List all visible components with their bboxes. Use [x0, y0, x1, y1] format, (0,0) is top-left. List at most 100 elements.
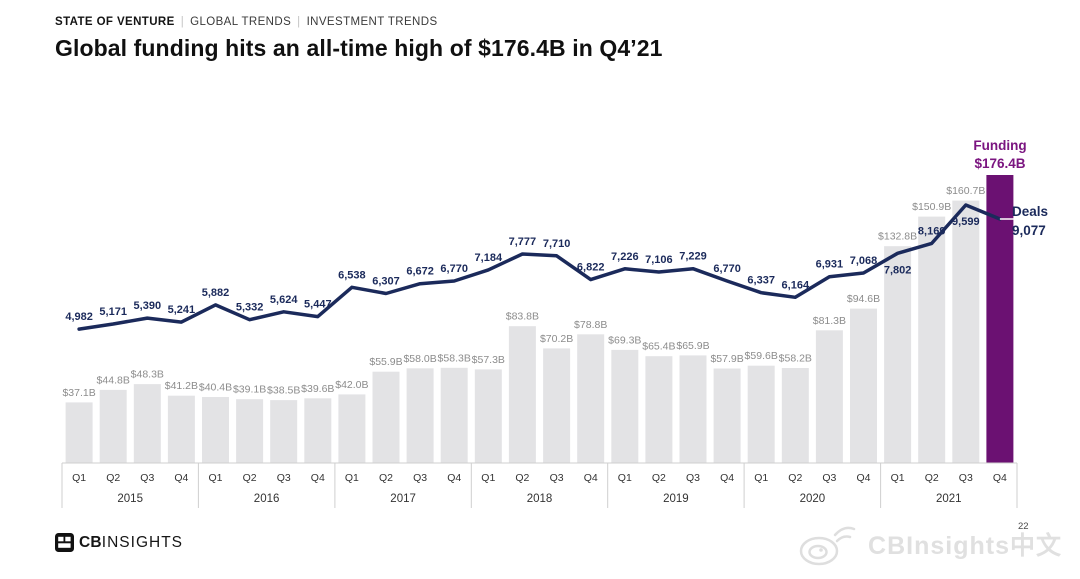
watermark: CBInsights中文: [794, 520, 1062, 568]
deals-point-label: 5,447: [304, 299, 332, 311]
deals-point-label: 5,390: [134, 300, 162, 312]
funding-bar: [577, 334, 605, 463]
deals-point-label: 6,770: [713, 263, 741, 275]
funding-bar: [713, 368, 741, 463]
funding-bar-label: $58.2B: [779, 353, 812, 365]
funding-bar: [747, 365, 775, 463]
funding-bar-label: $40.4B: [199, 382, 232, 394]
deals-callout-title: Deals: [1012, 204, 1049, 219]
deals-point-label: 7,106: [645, 254, 673, 266]
quarter-tick-label: Q2: [515, 472, 529, 484]
deals-point-label: 7,777: [509, 236, 537, 248]
deals-point-label: 6,337: [747, 275, 775, 287]
cbinsights-logo: CBINSIGHTS: [55, 533, 183, 552]
year-tick-label: 2018: [527, 493, 553, 505]
deals-point-label: 8,169: [918, 225, 946, 237]
deals-point-label: 7,802: [884, 264, 912, 276]
deals-point-label: 7,068: [850, 255, 878, 267]
quarter-tick-label: Q4: [856, 472, 870, 484]
quarter-tick-label: Q3: [822, 472, 836, 484]
funding-bar: [372, 371, 400, 463]
quarter-tick-label: Q3: [959, 472, 973, 484]
deals-point-label: 7,226: [611, 251, 639, 263]
quarter-tick-label: Q2: [106, 472, 120, 484]
funding-bar-label: $55.9B: [369, 356, 402, 368]
quarter-tick-label: Q1: [618, 472, 632, 484]
quarter-tick-label: Q2: [379, 472, 393, 484]
deals-point-label: 7,229: [679, 251, 707, 263]
funding-bar-label: $42.0B: [335, 379, 368, 391]
deals-point-label: 6,931: [816, 259, 844, 271]
deals-point-label: 6,164: [782, 279, 810, 291]
funding-bar-label: $150.9B: [912, 201, 951, 213]
quarter-tick-label: Q1: [481, 472, 495, 484]
deals-point-label: 5,332: [236, 302, 264, 314]
funding-bar: [202, 397, 229, 463]
breadcrumb-item-investment-trends: INVESTMENT TRENDS: [306, 16, 438, 28]
quarter-tick-label: Q4: [993, 472, 1007, 484]
watermark-text: CBInsights中文: [868, 532, 1062, 560]
quarter-tick-label: Q1: [891, 472, 905, 484]
cbinsights-logo-text: CBINSIGHTS: [79, 534, 183, 552]
quarter-tick-label: Q4: [174, 472, 188, 484]
funding-bar-label: $69.3B: [608, 334, 641, 346]
funding-bar: [167, 395, 195, 463]
year-tick-label: 2016: [254, 493, 280, 505]
deals-callout: Deals 9,077: [1012, 202, 1048, 240]
funding-callout-value: $176.4B: [974, 156, 1026, 171]
funding-bar: [543, 348, 571, 463]
weibo-icon: [799, 526, 856, 566]
breadcrumb-separator: |: [180, 16, 185, 28]
funding-bar-label: $81.3B: [813, 315, 846, 327]
funding-bar: [440, 367, 468, 463]
breadcrumb-section: STATE OF VENTURE: [55, 16, 175, 28]
funding-bar: [304, 398, 332, 463]
quarter-tick-label: Q1: [345, 472, 359, 484]
funding-bar: [645, 356, 673, 463]
page-title: Global funding hits an all-time high of …: [55, 35, 663, 61]
quarter-tick-label: Q3: [550, 472, 564, 484]
header: STATE OF VENTURE | GLOBAL TRENDS | INVESTMEN…: [55, 16, 663, 62]
funding-bar-label: $41.2B: [165, 380, 198, 392]
deals-point-label: 5,624: [270, 294, 298, 306]
funding-bar-label: $57.3B: [472, 354, 505, 366]
deals-point-label: 6,822: [577, 262, 605, 274]
deals-point-label: 5,882: [202, 287, 230, 299]
funding-bar-label: $78.8B: [574, 319, 607, 331]
funding-callout: Funding $176.4B: [953, 137, 1047, 173]
year-tick-label: 2015: [117, 493, 143, 505]
funding-bar: [884, 246, 912, 463]
funding-bar-label: $48.3B: [131, 369, 164, 381]
funding-bar-label: $70.2B: [540, 333, 573, 345]
quarter-tick-label: Q4: [584, 472, 598, 484]
deals-point-label: 6,307: [372, 276, 400, 288]
deals-point-label: 6,770: [440, 263, 468, 275]
quarter-tick-label: Q3: [413, 472, 427, 484]
funding-bar: [236, 399, 264, 463]
funding-bar-label: $44.8B: [97, 374, 130, 386]
breadcrumb-separator: |: [297, 16, 301, 28]
breadcrumb: STATE OF VENTURE | GLOBAL TRENDS | INVESTMEN…: [55, 16, 663, 28]
breadcrumb-item-global-trends: GLOBAL TRENDS: [190, 16, 292, 28]
funding-bar: [781, 368, 809, 463]
funding-bar: [986, 175, 1014, 463]
deals-point-label: 6,672: [406, 266, 434, 278]
funding-bar: [474, 369, 502, 463]
funding-bar: [952, 200, 980, 463]
funding-bar-label: $57.9B: [710, 353, 743, 365]
funding-callout-title: Funding: [973, 138, 1027, 153]
funding-bar: [850, 308, 877, 463]
funding-bar-label: $58.0B: [403, 353, 436, 365]
funding-bar-label: $59.6B: [745, 350, 778, 362]
funding-bar-label: $58.3B: [438, 352, 471, 364]
year-tick-label: 2019: [663, 493, 689, 505]
deals-point-label: 9,599: [952, 216, 980, 228]
quarter-tick-label: Q2: [652, 472, 666, 484]
funding-bar-label: $38.5B: [267, 385, 300, 397]
cbinsights-logo-icon: [55, 533, 74, 552]
deals-line: [77, 203, 1002, 331]
quarter-tick-label: Q2: [788, 472, 802, 484]
funding-bar: [65, 402, 93, 463]
funding-bar-label: $160.7B: [946, 185, 985, 197]
